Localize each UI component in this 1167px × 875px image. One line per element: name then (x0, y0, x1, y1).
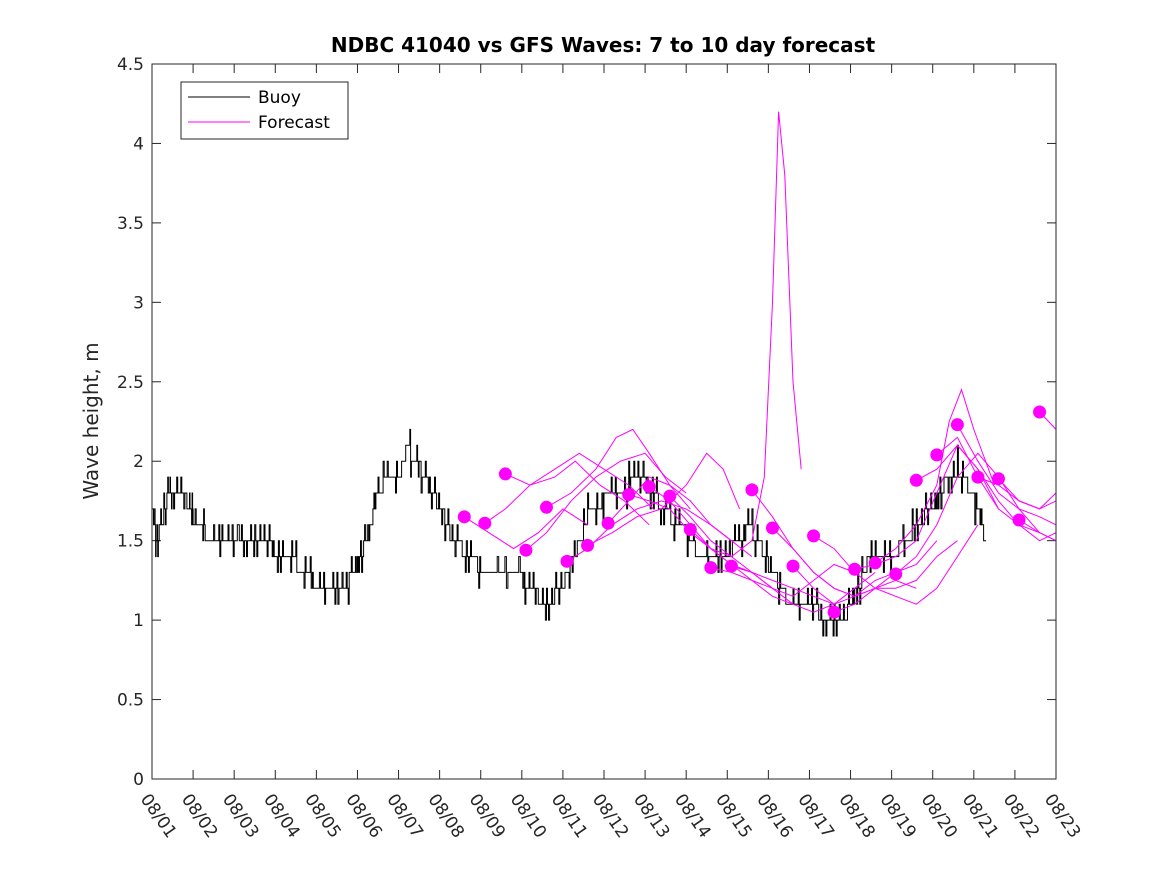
forecast-marker (539, 500, 553, 514)
forecast-marker (889, 567, 903, 581)
forecast-marker (807, 529, 821, 543)
y-tick-label: 2 (133, 452, 144, 472)
forecast-marker (848, 562, 862, 576)
legend-label-forecast: Forecast (258, 113, 330, 133)
series-forecast-line (792, 540, 938, 605)
y-axis-label: Wave height, m (79, 342, 103, 499)
series-forecast-line (833, 524, 979, 613)
forecast-marker (498, 467, 512, 481)
forecast-marker (642, 480, 656, 494)
series-forecast-line (464, 508, 588, 550)
series-forecast-line (710, 563, 855, 597)
forecast-marker (991, 472, 1005, 486)
forecast-marker (724, 559, 738, 573)
forecast-marker (683, 523, 697, 537)
y-tick-label: 0.5 (117, 691, 144, 711)
forecast-marker (519, 543, 533, 557)
forecast-marker (601, 516, 615, 530)
forecast-marker (930, 448, 944, 462)
series-forecast-line (1018, 519, 1057, 542)
chart-title: NDBC 41040 vs GFS Waves: 7 to 10 day for… (331, 33, 876, 57)
y-tick-label: 1 (133, 611, 144, 631)
forecast-marker (909, 473, 923, 487)
series-forecast-line (731, 565, 876, 613)
forecast-marker (457, 510, 471, 524)
series-buoy-line (152, 428, 987, 637)
series-forecast-line (998, 478, 1057, 510)
plot-frame (151, 63, 1057, 780)
forecast-marker (950, 418, 964, 432)
y-tick-label: 0 (133, 770, 144, 790)
series-forecast-line (669, 111, 802, 558)
forecast-marker (827, 605, 841, 619)
series-forecast-line (689, 529, 835, 605)
series-forecast-line (772, 527, 917, 597)
forecast-marker (971, 470, 985, 484)
series-forecast-line (484, 452, 654, 524)
forecast-marker (1033, 405, 1047, 419)
y-axis: 0 0.5 1 1.5 2 2.5 3 3.5 4 4.5 (117, 55, 1056, 790)
forecast-markers (457, 405, 1047, 619)
y-tick-label: 2.5 (117, 373, 144, 393)
series-layer (152, 111, 1057, 637)
forecast-marker (1012, 513, 1026, 527)
y-tick-label: 4 (133, 134, 144, 154)
forecast-marker (786, 559, 800, 573)
forecast-marker (581, 538, 595, 552)
forecast-marker (478, 516, 492, 530)
forecast-marker (663, 489, 677, 503)
y-tick-label: 1.5 (117, 532, 144, 552)
plot-area (152, 64, 1056, 779)
series-forecast-line (505, 460, 650, 526)
y-tick-label: 3 (133, 293, 144, 313)
series-forecast-line (628, 494, 773, 589)
series-forecast-line (895, 452, 1040, 575)
series-forecast-line (916, 444, 1057, 542)
forecast-marker (560, 554, 574, 568)
legend-label-buoy: Buoy (258, 88, 301, 108)
series-forecast-line (956, 424, 1057, 526)
forecast-marker (622, 488, 636, 502)
legend-box (180, 81, 349, 140)
y-tick-label: 4.5 (117, 55, 144, 75)
series-forecast-line (546, 428, 691, 510)
forecast-marker (704, 561, 718, 575)
forecast-marker (745, 483, 759, 497)
forecast-marker (765, 521, 779, 535)
series-forecast-line (813, 535, 958, 589)
legend: Buoy Forecast (180, 81, 349, 140)
forecast-marker (868, 556, 882, 570)
y-tick-label: 3.5 (117, 214, 144, 234)
